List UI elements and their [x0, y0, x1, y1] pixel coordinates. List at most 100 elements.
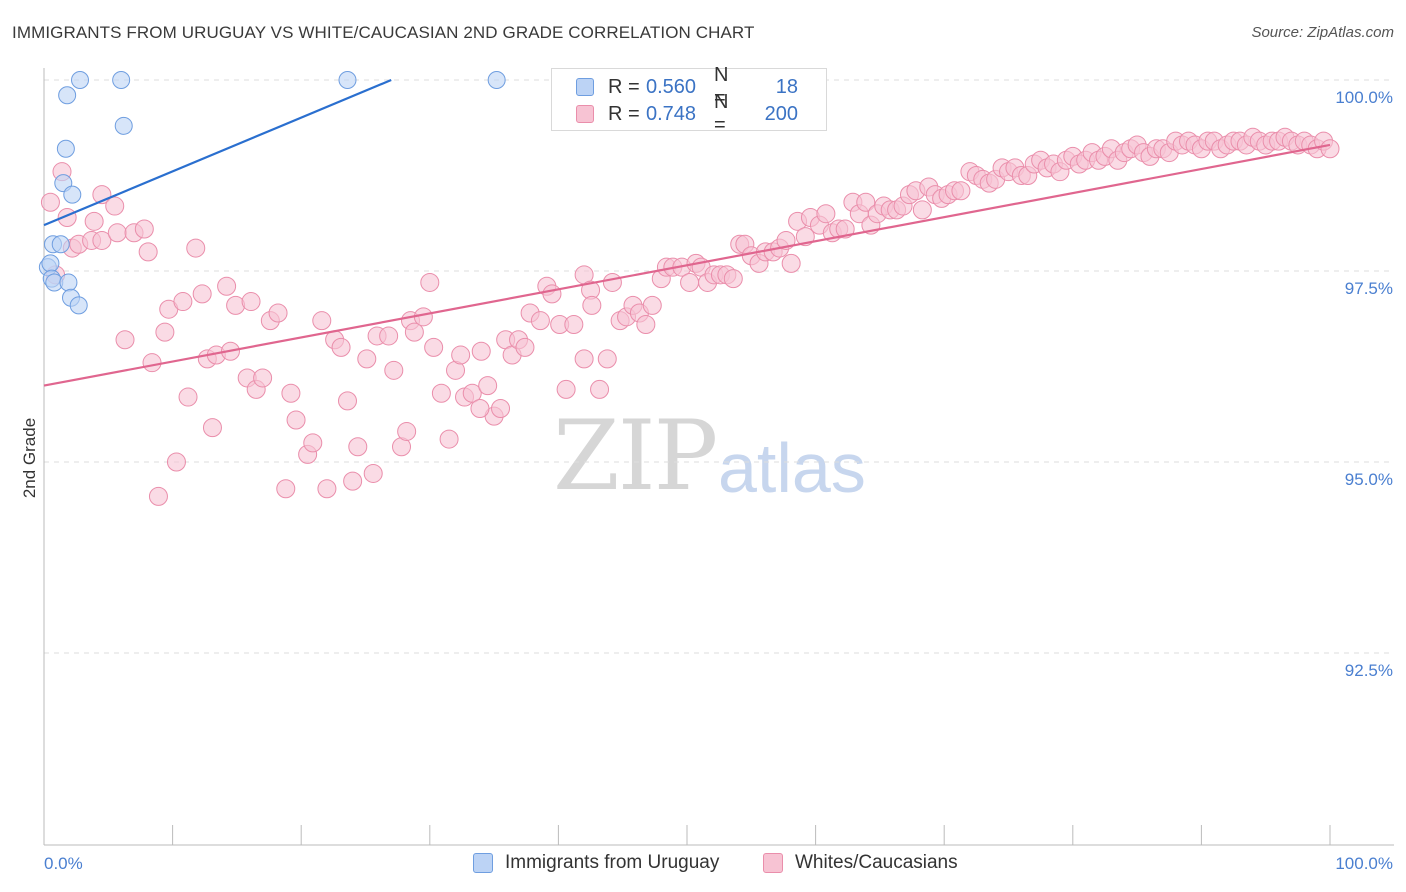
data-point-whites [582, 295, 602, 315]
data-point-whites [343, 471, 363, 491]
data-point-whites [556, 379, 576, 399]
data-point-uruguay [338, 71, 357, 89]
data-point-whites [420, 272, 440, 292]
data-point-whites [835, 219, 855, 239]
legend-swatch-blue [576, 78, 594, 96]
data-point-whites [107, 223, 127, 243]
data-point-whites [470, 399, 490, 419]
data-point-whites [478, 376, 498, 396]
data-point-uruguay [71, 71, 90, 89]
data-point-whites [439, 429, 459, 449]
y-axis-title: 2nd Grade [20, 418, 39, 498]
data-point-whites [530, 311, 550, 331]
x-tick-label-right: 100.0% [1335, 854, 1393, 873]
data-point-whites [337, 391, 357, 411]
x-tick-label-left: 0.0% [44, 854, 83, 873]
data-point-whites [642, 295, 662, 315]
data-point-whites [134, 219, 154, 239]
legend-n-label: N = [714, 91, 729, 136]
data-point-whites [312, 311, 332, 331]
legend-swatch-pink [576, 105, 594, 123]
data-point-whites [384, 360, 404, 380]
y-tick-label: 100.0% [1335, 88, 1393, 107]
data-point-whites [515, 337, 535, 357]
bottom-legend-swatch-blue [473, 853, 493, 873]
data-point-uruguay [51, 235, 70, 254]
data-point-whites [795, 227, 815, 247]
bottom-legend-uruguay: Immigrants from Uruguay [473, 852, 719, 874]
y-tick-label: 92.5% [1345, 661, 1393, 680]
data-point-whites [912, 200, 932, 220]
data-point-whites [379, 326, 399, 346]
axes [43, 68, 1394, 846]
data-point-whites [92, 230, 112, 250]
data-point-whites [40, 192, 60, 212]
legend-row-uruguay: R = 0.560 N = 18 [576, 64, 798, 109]
data-point-uruguay [112, 71, 131, 89]
data-point-whites [462, 383, 482, 403]
data-point-whites [286, 410, 306, 430]
data-point-whites [317, 479, 337, 499]
data-point-whites [431, 383, 451, 403]
data-point-whites [564, 314, 584, 334]
data-point-whites [424, 337, 444, 357]
data-point-whites [173, 292, 193, 312]
data-point-whites [680, 272, 700, 292]
legend-n-value: 200 [764, 102, 798, 125]
data-point-whites [816, 204, 836, 224]
data-point-uruguay [69, 296, 88, 315]
trendline-whites [43, 143, 1331, 387]
legend-r-label: R = [608, 75, 640, 98]
data-point-whites [281, 383, 301, 403]
y-tick-label: 97.5% [1345, 279, 1393, 298]
data-point-whites [357, 349, 377, 369]
bottom-legend-label-uruguay: Immigrants from Uruguay [505, 852, 720, 873]
data-point-whites [542, 284, 562, 304]
data-point-whites [155, 322, 175, 342]
legend-r-value: 0.748 [646, 102, 697, 125]
y-tick-label: 95.0% [1345, 470, 1393, 489]
data-point-uruguay [114, 116, 133, 135]
data-point-whites [1320, 139, 1340, 159]
data-point-whites [597, 349, 617, 369]
data-point-uruguay [56, 139, 75, 158]
bottom-legend-swatch-pink [763, 853, 783, 873]
data-point-whites [166, 452, 186, 472]
data-point-whites [142, 353, 162, 373]
series-immigrants-uruguay [38, 71, 506, 315]
data-point-whites [451, 345, 471, 365]
data-point-whites [241, 292, 261, 312]
data-point-whites [138, 242, 158, 262]
data-point-whites [397, 421, 417, 441]
data-point-whites [148, 486, 168, 506]
chart-title: IMMIGRANTS FROM URUGUAY VS WHITE/CAUCASI… [12, 23, 755, 42]
data-point-whites [723, 269, 743, 289]
data-point-uruguay [41, 254, 60, 273]
tick-labels: 100.0% 97.5% 95.0% 92.5% 0.0% 100.0% 2nd Grade [20, 88, 1393, 873]
data-point-whites [348, 437, 368, 457]
data-point-whites [178, 387, 198, 407]
trendline-uruguay [43, 78, 392, 227]
legend-n-label: N = [714, 64, 729, 109]
data-point-whites [186, 238, 206, 258]
data-point-uruguay [58, 86, 77, 105]
data-point-whites [217, 276, 237, 296]
data-point-whites [491, 399, 511, 419]
bottom-legend-whites: Whites/Caucasians [763, 852, 958, 874]
data-point-whites [253, 368, 273, 388]
data-point-whites [781, 253, 801, 273]
data-point-whites [471, 341, 491, 361]
series-whites-caucasians [40, 127, 1340, 506]
data-point-whites [590, 379, 610, 399]
data-point-whites [856, 192, 876, 212]
legend: R = 0.560 N = 18 R = 0.748 N = 200 [551, 64, 827, 136]
data-point-whites [202, 418, 222, 438]
data-point-uruguay [487, 71, 506, 89]
data-point-whites [268, 303, 288, 323]
data-point-whites [602, 272, 622, 292]
data-point-whites [192, 284, 212, 304]
data-point-uruguay [63, 185, 82, 204]
trendlines [43, 78, 1331, 387]
watermark-zip: ZIP [553, 400, 718, 512]
data-point-whites [276, 479, 296, 499]
